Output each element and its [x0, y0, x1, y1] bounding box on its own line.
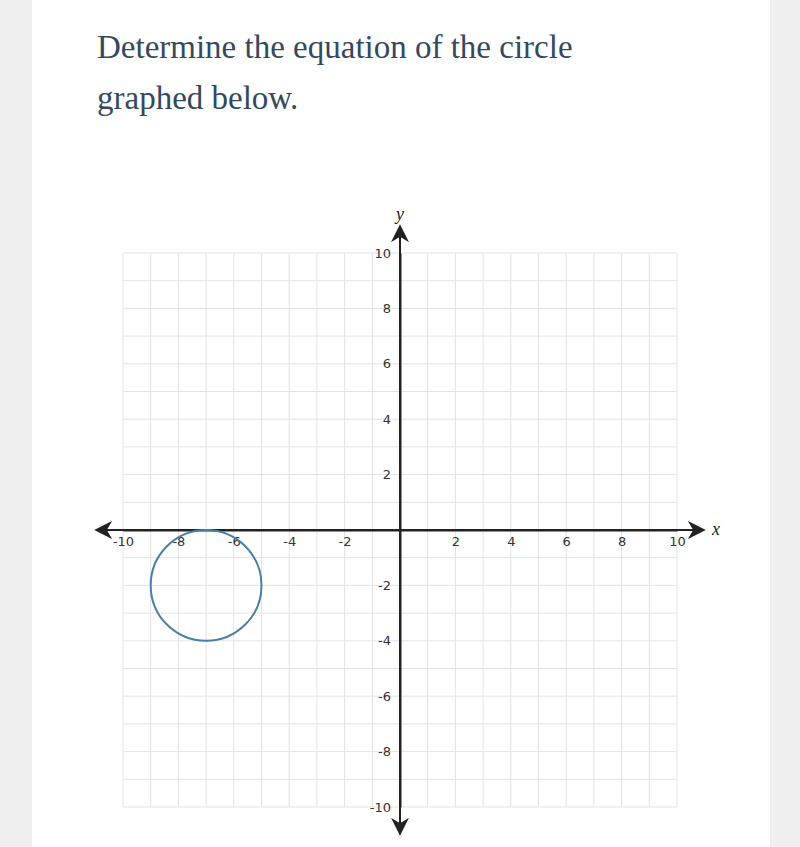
x-tick-label: 10 [669, 534, 686, 549]
y-tick: 10 [374, 246, 400, 261]
x-tick-label: -10 [113, 534, 134, 549]
y-tick: 8 [383, 301, 400, 316]
y-tick-label: 8 [383, 301, 391, 316]
x-tick: -4 [283, 530, 296, 549]
y-axis-line [400, 254, 402, 808]
y-tick: -10 [370, 800, 400, 815]
x-tick: 4 [507, 530, 515, 549]
y-tick-label: -10 [370, 800, 391, 815]
y-tick: -8 [378, 744, 400, 759]
y-tick-label: 10 [374, 246, 391, 261]
x-tick: 6 [563, 530, 571, 549]
x-tick-label: 4 [507, 534, 515, 549]
y-tick-label: 2 [383, 467, 391, 482]
y-axis-title: y [394, 204, 404, 224]
y-tick: -6 [378, 689, 400, 704]
x-tick: -2 [339, 530, 352, 549]
x-tick: -10 [113, 530, 134, 549]
y-tick-label: 4 [383, 412, 391, 427]
x-tick: 10 [669, 530, 686, 549]
y-tick: -4 [378, 633, 400, 648]
x-tick: 8 [618, 530, 626, 549]
x-tick-label: 2 [452, 534, 460, 549]
y-tick: 6 [383, 356, 400, 371]
grid-line [400, 253, 401, 807]
y-tick: 2 [383, 467, 400, 482]
y-axis: -10 -8 -6 -4 -2 2 4 6 8 10 [370, 246, 401, 815]
title: Determine the equation of the circle gra… [97, 22, 677, 124]
y-tick-label: -6 [378, 689, 391, 704]
x-axis-title: x [711, 519, 720, 539]
y-tick: -2 [378, 578, 400, 593]
circle [151, 530, 262, 641]
y-tick: 4 [383, 412, 400, 427]
x-tick: 2 [452, 530, 460, 549]
y-tick-label: -8 [378, 744, 391, 759]
y-tick-label: 6 [383, 356, 391, 371]
x-tick-label: 8 [618, 534, 626, 549]
x-tick-label: -2 [339, 534, 352, 549]
chart: -10-8-6-4-2246810-10-8-6-4-2246810xy [0, 0, 800, 847]
x-tick-label: -4 [283, 534, 296, 549]
plot-area [151, 530, 262, 641]
y-tick-label: -2 [378, 578, 391, 593]
grid [123, 253, 677, 807]
x-tick-label: 6 [563, 534, 571, 549]
x-axis: -10-8-6-4-2246810 [113, 530, 686, 549]
y-tick-label: -4 [378, 633, 391, 648]
